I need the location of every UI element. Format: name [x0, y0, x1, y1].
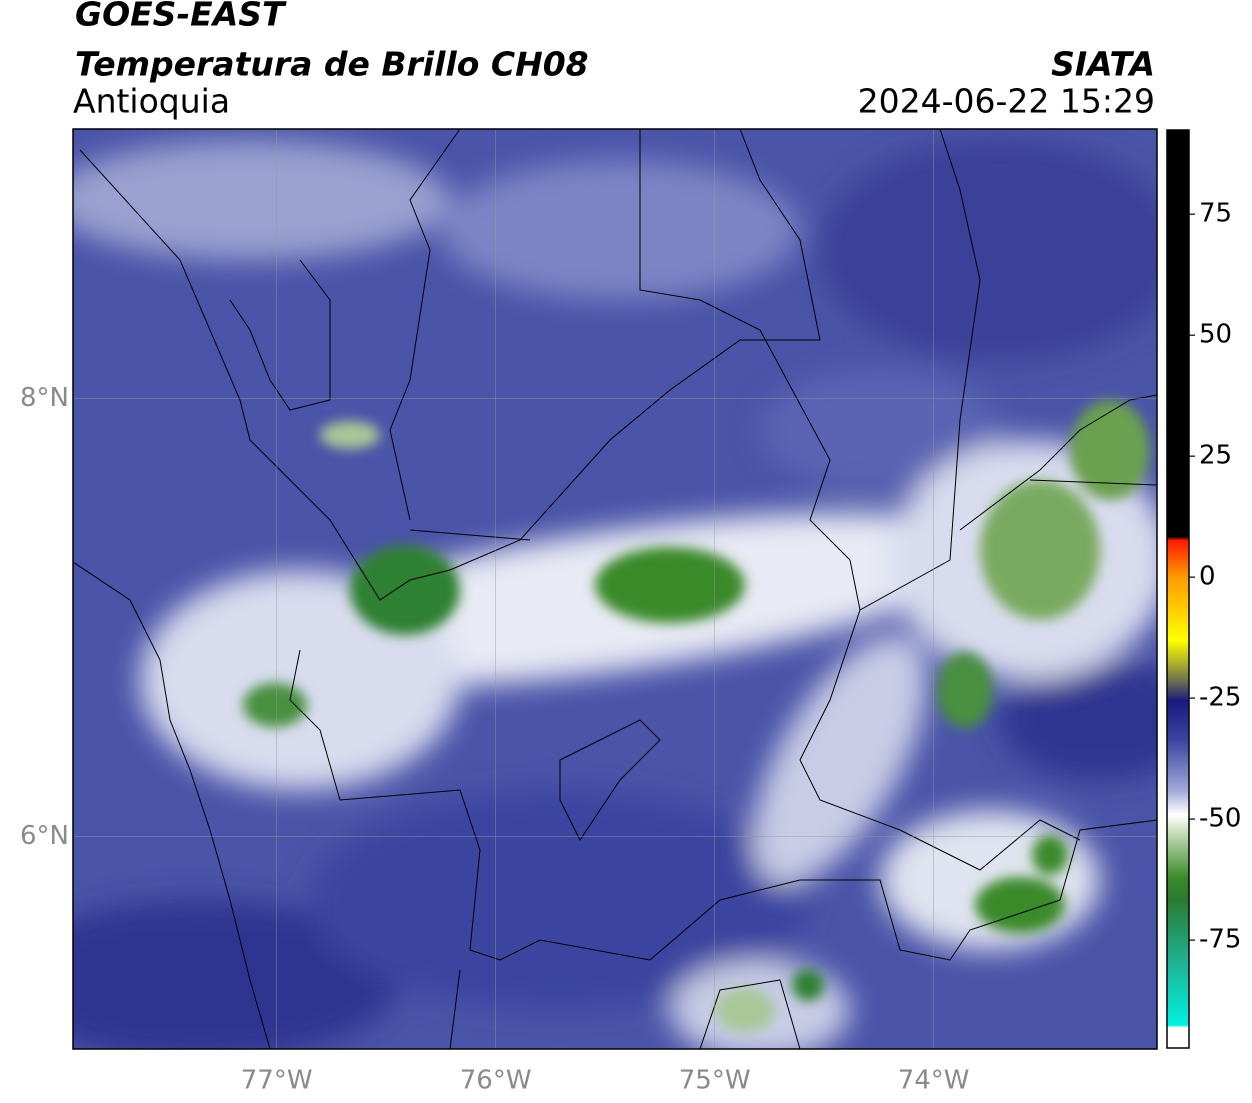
x-tick-label: 76°W	[460, 1066, 532, 1096]
colorbar-tick-label: -50	[1199, 804, 1241, 834]
grid	[73, 129, 1157, 1049]
borders	[73, 129, 1157, 1049]
field	[73, 129, 1157, 1049]
x-tick-label: 77°W	[241, 1066, 313, 1096]
subtitle: Temperatura de Brillo CH08	[75, 45, 589, 84]
x-tick-label: 75°W	[679, 1066, 751, 1096]
colorbar-tick-label: 0	[1199, 562, 1216, 592]
map-frame	[72, 128, 1158, 1050]
colorbar-tick-label: 75	[1199, 199, 1232, 229]
region: Antioquia	[73, 82, 230, 121]
title: GOES-EAST	[75, 0, 287, 34]
colorbar-tick-label: 50	[1199, 320, 1232, 350]
colorbar-tick-label: 25	[1199, 441, 1232, 471]
timestamp: 2024-06-22 15:29	[858, 82, 1155, 121]
y-tick-label: 6°N	[20, 821, 69, 851]
colorbar-tick-label: -25	[1199, 683, 1241, 713]
colorbar	[1166, 129, 1190, 1049]
colorbar-tick-label: -75	[1199, 925, 1241, 955]
x-tick-label: 74°W	[898, 1066, 970, 1096]
source: SIATA	[1051, 45, 1155, 84]
y-tick-label: 8°N	[20, 383, 69, 413]
